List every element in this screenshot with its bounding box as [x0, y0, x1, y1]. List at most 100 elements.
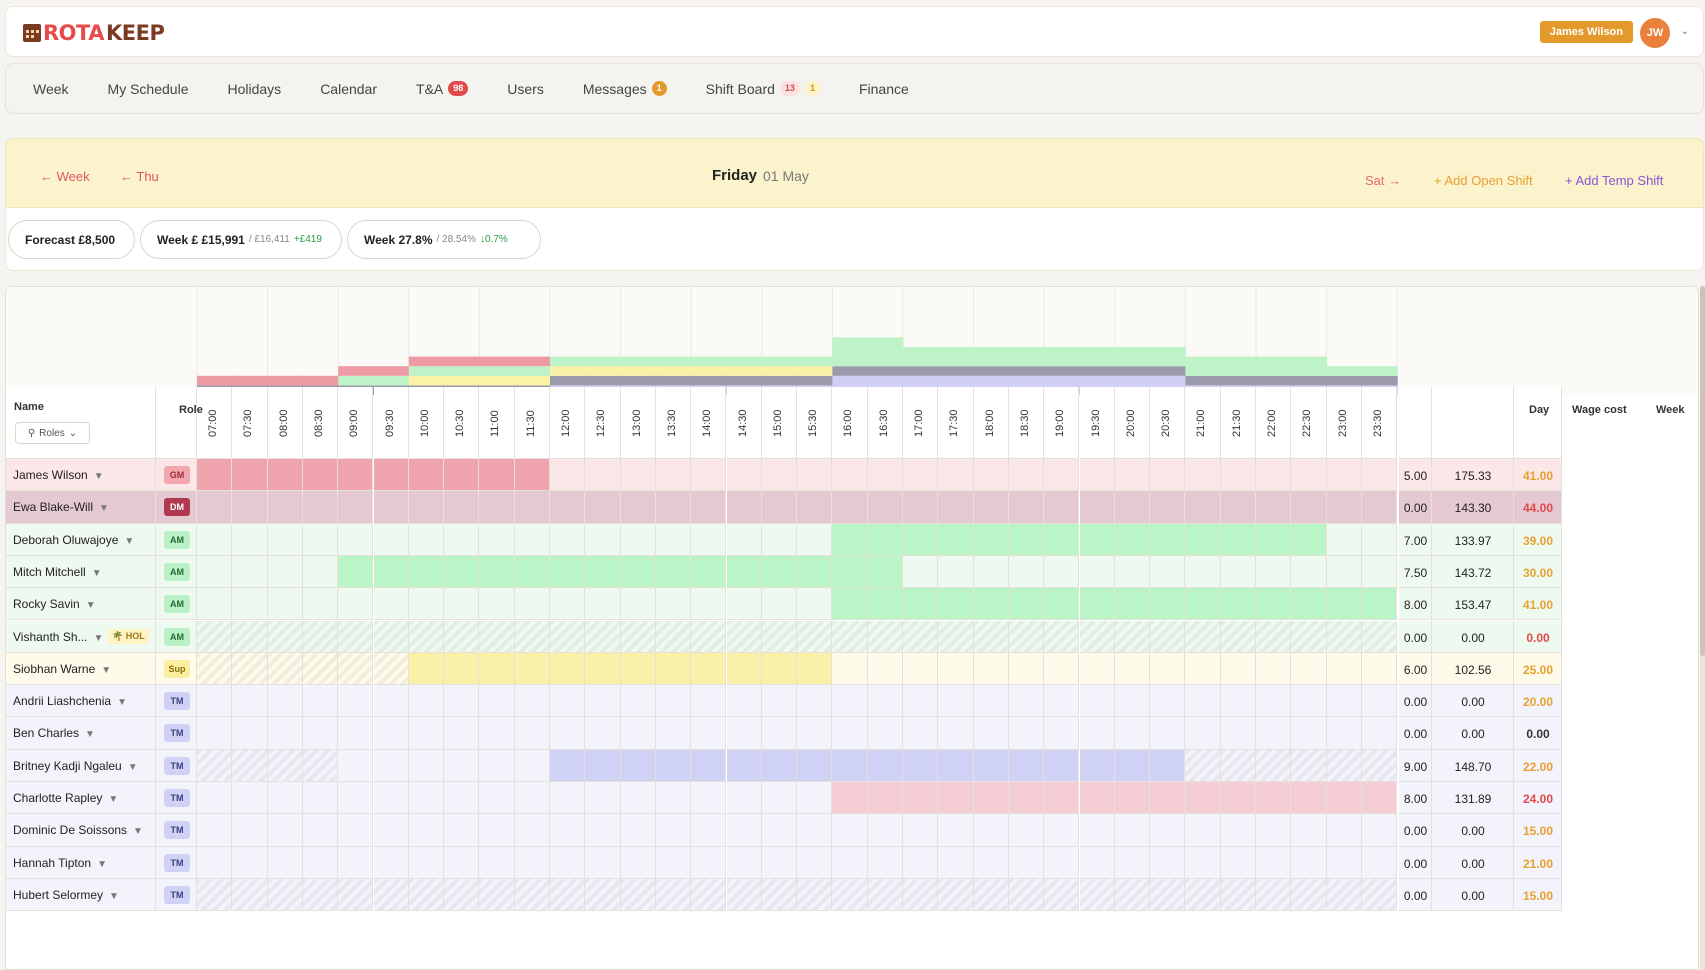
time-slot[interactable] — [1291, 685, 1327, 718]
shift-slot[interactable] — [444, 652, 480, 686]
time-slot[interactable] — [691, 782, 727, 815]
time-slot[interactable] — [1291, 846, 1327, 879]
time-slot[interactable] — [1326, 652, 1362, 686]
shift-slot[interactable] — [973, 782, 1009, 815]
time-slot[interactable] — [1220, 620, 1256, 653]
time-slot[interactable] — [1114, 620, 1151, 653]
time-slot[interactable] — [1044, 652, 1080, 686]
time-slot[interactable] — [726, 846, 762, 879]
time-slot[interactable] — [867, 459, 903, 492]
time-slot[interactable] — [761, 814, 798, 847]
time-slot[interactable] — [585, 782, 621, 815]
shift-slot[interactable] — [1114, 749, 1151, 782]
time-slot[interactable] — [1326, 846, 1362, 879]
shift-slot[interactable] — [973, 523, 1009, 556]
time-slot[interactable] — [1185, 652, 1221, 686]
time-slot[interactable] — [1326, 459, 1362, 492]
time-slot[interactable] — [585, 685, 621, 718]
time-slot[interactable] — [1150, 814, 1186, 847]
shift-slot[interactable] — [1220, 588, 1256, 621]
time-slot[interactable] — [1044, 685, 1080, 718]
time-slot[interactable] — [938, 555, 974, 589]
time-slot[interactable] — [232, 523, 268, 556]
time-slot[interactable] — [373, 782, 409, 815]
time-slot[interactable] — [1185, 685, 1221, 718]
time-slot[interactable] — [585, 717, 621, 750]
time-slot[interactable] — [620, 620, 656, 653]
time-slot[interactable] — [655, 459, 692, 492]
time-slot[interactable] — [1150, 717, 1186, 750]
time-slot[interactable] — [267, 620, 303, 653]
shift-slot[interactable] — [761, 652, 798, 686]
shift-slot[interactable] — [302, 459, 339, 492]
shift-slot[interactable] — [1114, 782, 1151, 815]
time-slot[interactable] — [1114, 685, 1151, 718]
time-slot[interactable] — [232, 491, 268, 524]
time-slot[interactable] — [973, 555, 1009, 589]
time-slot[interactable] — [761, 717, 798, 750]
shift-slot[interactable] — [585, 749, 621, 782]
shift-slot[interactable] — [620, 652, 656, 686]
time-slot[interactable] — [1150, 459, 1186, 492]
employee-name[interactable]: Charlotte Rapley ▼ — [13, 791, 118, 805]
time-slot[interactable] — [726, 878, 762, 912]
time-slot[interactable] — [726, 685, 762, 718]
time-slot[interactable] — [302, 878, 339, 912]
caret-down-icon[interactable]: ▼ — [108, 794, 119, 805]
time-slot[interactable] — [373, 652, 409, 686]
time-slot[interactable] — [408, 717, 445, 750]
shift-slot[interactable] — [832, 749, 868, 782]
time-slot[interactable] — [444, 814, 480, 847]
employee-name[interactable]: Britney Kadji Ngaleu ▼ — [13, 759, 138, 773]
time-slot[interactable] — [620, 846, 656, 879]
time-slot[interactable] — [1044, 846, 1080, 879]
shift-slot[interactable] — [1079, 523, 1115, 556]
time-slot[interactable] — [655, 878, 692, 912]
time-slot[interactable] — [797, 523, 833, 556]
time-slot[interactable] — [867, 846, 903, 879]
shift-slot[interactable] — [1326, 588, 1362, 621]
shift-slot[interactable] — [797, 652, 833, 686]
time-slot[interactable] — [232, 652, 268, 686]
shift-slot[interactable] — [444, 459, 480, 492]
time-slot[interactable] — [1150, 491, 1186, 524]
time-slot[interactable] — [1185, 491, 1221, 524]
time-slot[interactable] — [338, 588, 374, 621]
time-slot[interactable] — [302, 588, 339, 621]
time-slot[interactable] — [1361, 652, 1398, 686]
time-slot[interactable] — [514, 620, 550, 653]
time-slot[interactable] — [197, 749, 233, 782]
shift-slot[interactable] — [1361, 782, 1398, 815]
time-slot[interactable] — [1150, 878, 1186, 912]
time-slot[interactable] — [444, 491, 480, 524]
time-slot[interactable] — [479, 491, 515, 524]
shift-slot[interactable] — [655, 749, 692, 782]
shift-slot[interactable] — [1256, 782, 1292, 815]
time-slot[interactable] — [1256, 814, 1292, 847]
shift-slot[interactable] — [1291, 782, 1327, 815]
time-slot[interactable] — [761, 588, 798, 621]
shift-slot[interactable] — [867, 523, 903, 556]
time-slot[interactable] — [1185, 555, 1221, 589]
time-slot[interactable] — [1185, 459, 1221, 492]
time-slot[interactable] — [1361, 491, 1398, 524]
shift-slot[interactable] — [691, 749, 727, 782]
shift-slot[interactable] — [1044, 749, 1080, 782]
time-slot[interactable] — [1256, 459, 1292, 492]
time-slot[interactable] — [444, 717, 480, 750]
next-day-link[interactable]: Sat → — [1365, 173, 1402, 188]
time-slot[interactable] — [373, 620, 409, 653]
time-slot[interactable] — [1044, 814, 1080, 847]
time-slot[interactable] — [1326, 814, 1362, 847]
time-slot[interactable] — [338, 685, 374, 718]
time-slot[interactable] — [197, 717, 233, 750]
shift-slot[interactable] — [1361, 588, 1398, 621]
shift-slot[interactable] — [1044, 782, 1080, 815]
time-slot[interactable] — [302, 749, 339, 782]
time-slot[interactable] — [1150, 620, 1186, 653]
table-row[interactable]: Siobhan Warne ▼ Sup 6.00 102.56 25.00 — [6, 652, 1562, 686]
time-slot[interactable] — [1291, 652, 1327, 686]
time-slot[interactable] — [1150, 555, 1186, 589]
time-slot[interactable] — [1008, 491, 1045, 524]
shift-slot[interactable] — [867, 588, 903, 621]
